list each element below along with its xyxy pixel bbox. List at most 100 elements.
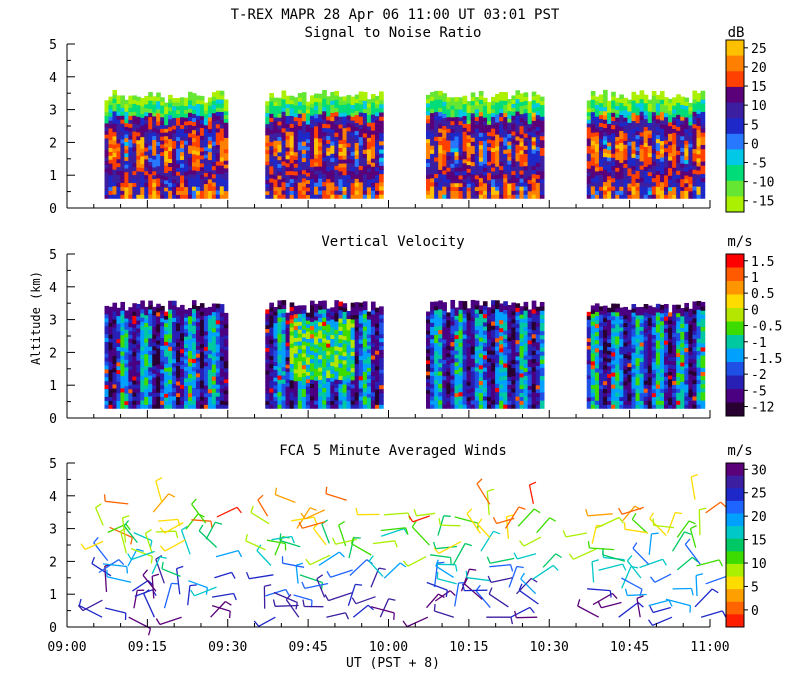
heatmap-cell	[598, 186, 604, 191]
heatmap-cell	[223, 334, 229, 340]
heatmap-cell	[366, 182, 372, 188]
heatmap-cell	[215, 107, 221, 112]
heatmap-cell	[322, 375, 327, 380]
heatmap-cell	[128, 384, 133, 390]
heatmap-cell	[172, 186, 177, 192]
heatmap-cell	[590, 181, 596, 187]
heatmap-cell	[611, 153, 616, 158]
heatmap-cell	[269, 149, 274, 155]
heatmap-cell	[507, 110, 512, 115]
heatmap-cell	[184, 374, 189, 379]
heatmap-cell	[366, 190, 372, 195]
heatmap-cell	[482, 171, 488, 176]
heatmap-cell	[430, 128, 435, 134]
heatmap-cell	[692, 90, 698, 96]
heatmap-cell	[136, 104, 141, 110]
heatmap-cell	[176, 98, 181, 103]
heatmap-cell	[474, 174, 480, 180]
heatmap-cell	[639, 111, 645, 116]
heatmap-cell	[647, 141, 653, 146]
heatmap-cell	[124, 118, 129, 124]
heatmap-cell	[164, 385, 169, 391]
heatmap-cell	[219, 320, 225, 325]
heatmap-cell	[668, 125, 673, 131]
heatmap-cell	[426, 138, 431, 144]
heatmap-cell	[309, 370, 315, 376]
heatmap-cell	[478, 140, 484, 146]
heatmap-cell	[586, 164, 592, 169]
heatmap-cell	[199, 115, 205, 121]
heatmap-cell	[478, 194, 484, 199]
heatmap-cell	[438, 404, 443, 409]
heatmap-cell	[442, 101, 447, 106]
heatmap-cell	[370, 379, 376, 385]
heatmap-cell	[430, 301, 435, 307]
heatmap-cell	[203, 150, 209, 155]
heatmap-cell	[269, 186, 274, 191]
heatmap-cell	[187, 99, 193, 105]
heatmap-cell	[503, 141, 508, 146]
heatmap-cell	[309, 337, 315, 343]
heatmap-cell	[176, 346, 181, 351]
heatmap-cell	[293, 194, 299, 199]
heatmap-cell	[379, 341, 384, 347]
heatmap-cell	[152, 310, 157, 316]
heatmap-cell	[309, 300, 315, 306]
heatmap-cell	[148, 128, 153, 134]
heatmap-cell	[285, 338, 291, 343]
heatmap-cell	[639, 140, 645, 145]
heatmap-cell	[318, 333, 323, 339]
heatmap-cell	[164, 326, 169, 331]
heatmap-cell	[305, 135, 311, 140]
heatmap-cell	[499, 161, 504, 167]
heatmap-cell	[338, 342, 344, 348]
heatmap-cell	[199, 123, 205, 128]
heatmap-cell	[346, 103, 352, 108]
heatmap-cell	[370, 399, 376, 405]
heatmap-cell	[273, 345, 279, 351]
heatmap-cell	[309, 123, 315, 128]
heatmap-cell	[334, 144, 340, 150]
heatmap-cell	[676, 106, 681, 111]
heatmap-cell	[450, 112, 456, 118]
heatmap-cell	[462, 383, 468, 389]
heatmap-cell	[495, 142, 500, 147]
heatmap-cell	[273, 342, 279, 347]
heatmap-cell	[523, 120, 529, 126]
heatmap-cell	[438, 370, 443, 376]
heatmap-cell	[474, 128, 480, 133]
heatmap-cell	[281, 362, 287, 368]
heatmap-cell	[184, 366, 189, 371]
heatmap-cell	[466, 392, 472, 398]
heatmap-cell	[523, 108, 529, 114]
heatmap-cell	[273, 128, 279, 134]
heatmap-cell	[338, 151, 344, 156]
heatmap-cell	[305, 187, 311, 192]
heatmap-cell	[281, 370, 287, 376]
heatmap-cell	[434, 367, 439, 372]
heatmap-cell	[285, 107, 291, 113]
heatmap-cell	[507, 152, 512, 157]
heatmap-cell	[503, 157, 508, 163]
heatmap-cell	[273, 377, 279, 382]
heatmap-cell	[647, 99, 653, 104]
heatmap-cell	[330, 365, 335, 370]
heatmap-cell	[293, 155, 299, 160]
heatmap-cell	[322, 346, 327, 351]
heatmap-cell	[322, 370, 327, 376]
heatmap-cell	[631, 136, 637, 142]
heatmap-cell	[124, 374, 129, 379]
heatmap-cell	[112, 339, 118, 344]
heatmap-cell	[297, 376, 303, 382]
heatmap-cell	[438, 111, 443, 117]
heatmap-cell	[450, 395, 456, 401]
heatmap-cell	[273, 194, 279, 199]
heatmap-cell	[180, 194, 185, 199]
heatmap-cell	[643, 134, 649, 140]
heatmap-cell	[623, 147, 628, 153]
heatmap-cell	[326, 323, 331, 329]
heatmap-cell	[482, 132, 488, 137]
heatmap-cell	[454, 139, 460, 145]
heatmap-cell	[314, 165, 319, 171]
heatmap-cell	[199, 323, 205, 328]
